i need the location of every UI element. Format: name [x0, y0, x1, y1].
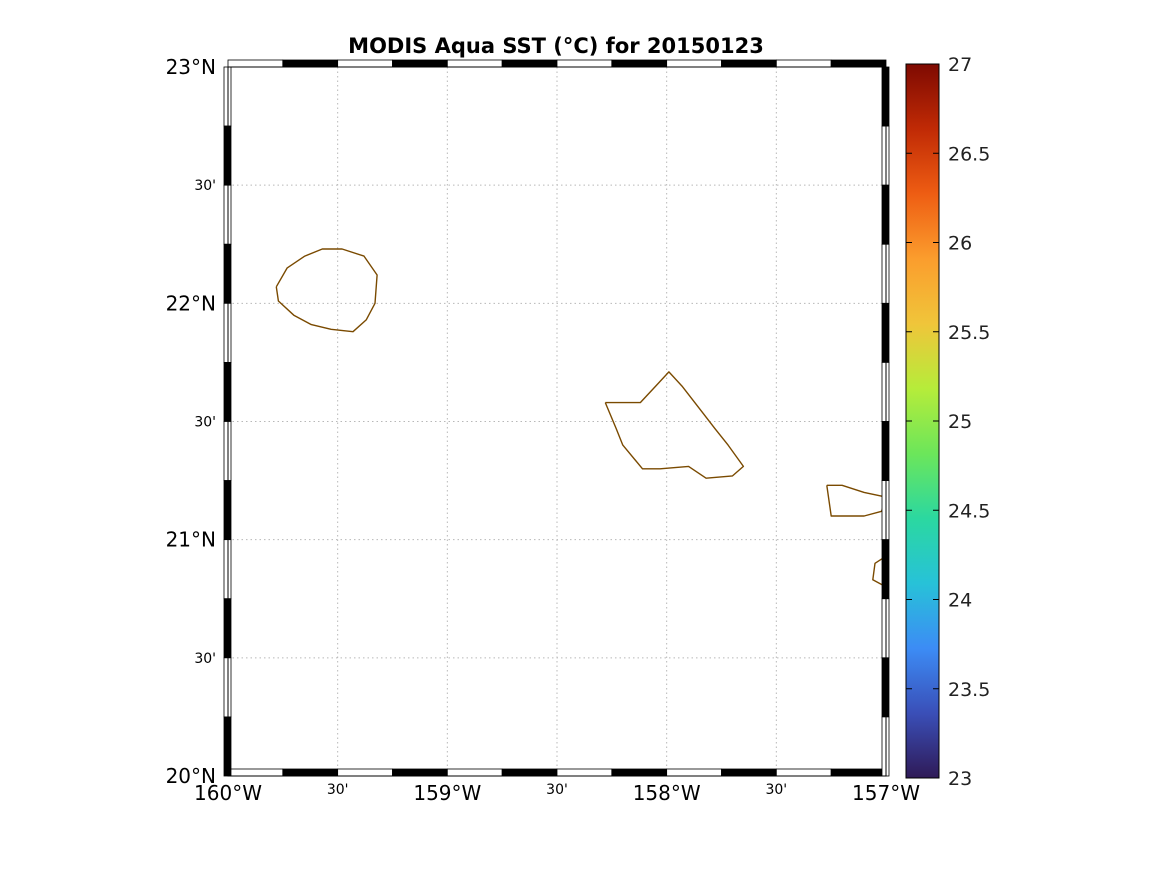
colorbar: 23 23.5 24 24.5 25 25.5 26 26.5 27	[905, 54, 990, 790]
lon-tick-label: 30'	[546, 782, 568, 798]
frame-segment-bottom	[501, 768, 558, 777]
frame-segment-top	[227, 59, 284, 68]
map-frame-outline	[227, 66, 887, 777]
frame-segment-top	[830, 59, 887, 68]
longitude-tick-labels: 160°W 30' 159°W 30' 158°W 30' 157°W	[194, 781, 920, 805]
coastline-kauai	[275, 248, 378, 333]
frame-segment-bottom	[830, 768, 887, 777]
frame-segment-bottom	[337, 768, 393, 777]
colorbar-tick-label: 25	[948, 411, 972, 433]
coastline-oahu	[604, 371, 745, 479]
lat-tick-label: 30'	[194, 415, 216, 431]
lat-tick-label: 20°N	[166, 764, 216, 788]
lon-tick-label: 160°W	[194, 781, 262, 805]
frame-segment-bottom	[556, 768, 613, 777]
coastline-layer	[275, 248, 887, 588]
frame-segment-top	[611, 59, 668, 68]
map-title: MODIS Aqua SST (°C) for 20150123	[348, 34, 764, 58]
frame-segment-top	[666, 59, 722, 68]
frame-segment-top	[392, 59, 448, 68]
frame-segment-bottom	[721, 768, 777, 777]
frame-segment-bottom	[446, 768, 503, 777]
colorbar-tick-label: 24.5	[948, 500, 990, 522]
frame-segment-top	[501, 59, 558, 68]
colorbar-tick-label: 23.5	[948, 679, 990, 701]
colorbar-tick-label: 26	[948, 233, 972, 255]
map-frame-border	[223, 59, 890, 777]
frame-segment-top	[282, 59, 339, 68]
frame-segment-top	[446, 59, 503, 68]
lat-tick-label: 30'	[194, 651, 216, 667]
colorbar-tick-label: 24	[948, 590, 972, 612]
lat-tick-label: 22°N	[166, 291, 216, 315]
lat-tick-label: 21°N	[166, 528, 216, 552]
frame-segment-bottom	[227, 768, 284, 777]
lat-tick-label: 23°N	[166, 55, 216, 79]
colorbar-tick-labels: 23 23.5 24 24.5 25 25.5 26 26.5 27	[906, 54, 990, 790]
lon-tick-label: 158°W	[633, 781, 701, 805]
frame-segment-top	[337, 59, 393, 68]
lon-tick-label: 30'	[765, 782, 787, 798]
colorbar-tick-label: 25.5	[948, 322, 990, 344]
lon-tick-label: 159°W	[413, 781, 481, 805]
frame-segment-bottom	[392, 768, 448, 777]
frame-segment-bottom	[611, 768, 668, 777]
lon-tick-label: 30'	[327, 782, 349, 798]
latitude-tick-labels: 23°N 30' 22°N 30' 21°N 30' 20°N	[166, 55, 216, 788]
colorbar-tick-label: 26.5	[948, 143, 990, 165]
frame-segment-top	[556, 59, 613, 68]
map-grid	[228, 67, 886, 776]
lat-tick-label: 30'	[194, 178, 216, 194]
frame-segment-bottom	[775, 768, 832, 777]
frame-segment-bottom	[282, 768, 339, 777]
coastline-lanai	[872, 555, 887, 588]
frame-segment-top	[775, 59, 832, 68]
frame-segment-bottom	[666, 768, 722, 777]
colorbar-tick-label: 23	[948, 768, 972, 790]
lon-tick-label: 157°W	[852, 781, 920, 805]
colorbar-tick-label: 27	[948, 54, 972, 76]
frame-segment-top	[721, 59, 777, 68]
